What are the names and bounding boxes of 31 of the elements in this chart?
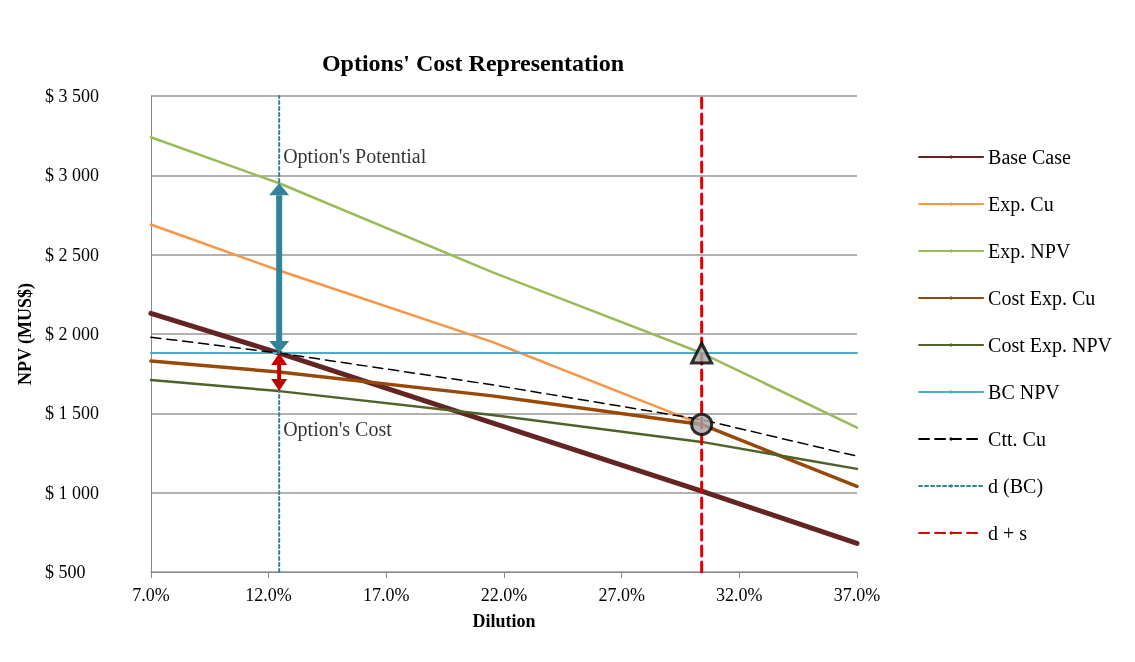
x-tick-label: 12.0%: [245, 585, 292, 605]
legend-label: BC NPV: [988, 381, 1061, 403]
legend-label: Ctt. Cu: [988, 428, 1046, 450]
x-tick-label: 22.0%: [480, 585, 528, 605]
x-tick-label: 17.0%: [363, 585, 410, 605]
legend-label: Base Case: [988, 146, 1071, 168]
legend-label: Exp. NPV: [988, 240, 1071, 263]
x-tick-label: 7.0%: [132, 585, 170, 605]
y-tick-label: $ 500: [44, 562, 86, 582]
y-tick-label: $ 3 000: [44, 165, 99, 186]
line-series: [149, 359, 859, 489]
annotation: Option's Cost: [283, 418, 393, 442]
y-tick-label: $ 1 000: [44, 482, 99, 503]
chart-title: Options' Cost Representation: [321, 50, 625, 76]
y-axis-title: NPV (MUS$): [15, 282, 36, 386]
legend-label: d + s: [988, 522, 1028, 544]
legend-label: Exp. Cu: [988, 193, 1054, 216]
legend-label: d (BC): [988, 475, 1044, 498]
line-series: [150, 336, 858, 457]
line-series: [149, 378, 859, 471]
annotation: Option's Potential: [283, 145, 427, 169]
y-tick-label: $ 1 500: [44, 403, 99, 424]
x-axis-title: Dilution: [472, 611, 536, 631]
x-tick-label: 27.0%: [598, 585, 645, 605]
x-tick-label: 37.0%: [833, 585, 881, 605]
y-tick-label: $ 2 000: [44, 324, 99, 344]
legend-label: Cost Exp. Cu: [988, 287, 1096, 310]
y-tick-label: $ 3 500: [44, 86, 99, 106]
legend-label: Cost Exp. NPV: [988, 334, 1113, 357]
x-tick-label: 32.0%: [716, 585, 763, 605]
y-tick-label: $ 2 500: [44, 244, 99, 265]
